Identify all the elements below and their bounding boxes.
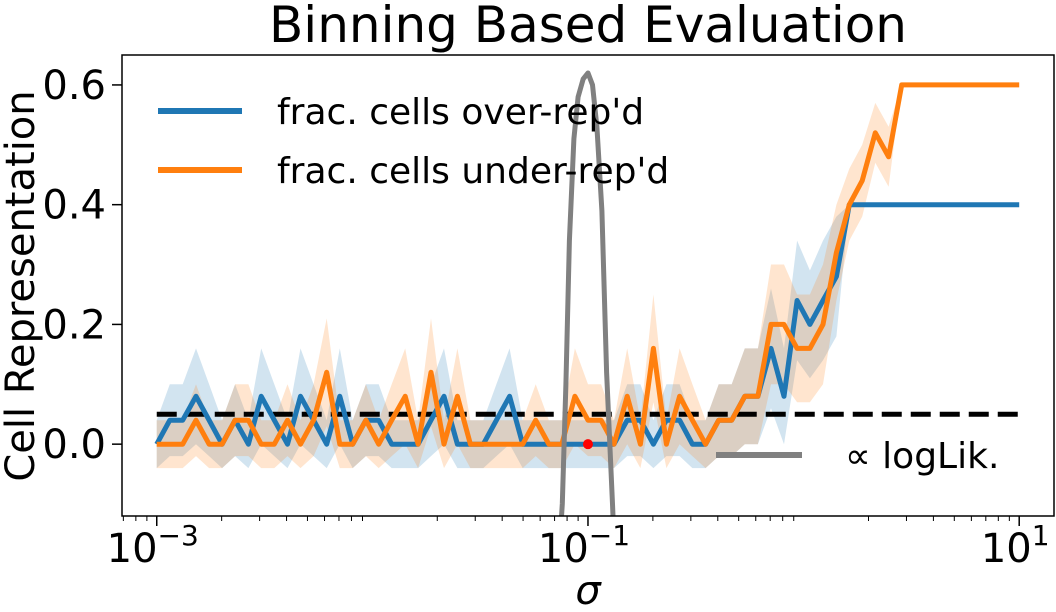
x-axis-label: σ <box>575 568 602 612</box>
legend-label-over: frac. cells over-rep'd <box>277 92 644 133</box>
legend-label-loglik: ∝ logLik. <box>845 436 999 477</box>
chart-title: Binning Based Evaluation <box>269 0 907 54</box>
y-tick-label-2: 0.4 <box>42 183 106 229</box>
y-tick-label-3: 0.6 <box>42 63 106 109</box>
y-axis-label: Cell Representation <box>0 90 44 481</box>
legend-label-under: frac. cells under-rep'd <box>277 151 669 192</box>
x-tick-label-0: 10−3 <box>107 519 199 572</box>
x-tick-label-1: 10−1 <box>538 519 630 572</box>
band-over <box>156 204 1020 469</box>
y-tick-label-0: 0.0 <box>42 422 106 468</box>
loglik-curve <box>559 70 616 516</box>
y-tick-label-1: 0.2 <box>42 302 106 348</box>
x-tick-label-2: 101 <box>981 519 1050 572</box>
plot-area <box>154 70 1020 516</box>
legend: frac. cells over-rep'd frac. cells under-… <box>158 92 999 477</box>
optimum-marker <box>582 439 593 450</box>
band-under <box>156 84 1020 469</box>
series-line-under <box>156 82 1020 447</box>
axes: 0.0 0.2 0.4 0.6 10−3 10−1 101 <box>42 63 1049 572</box>
